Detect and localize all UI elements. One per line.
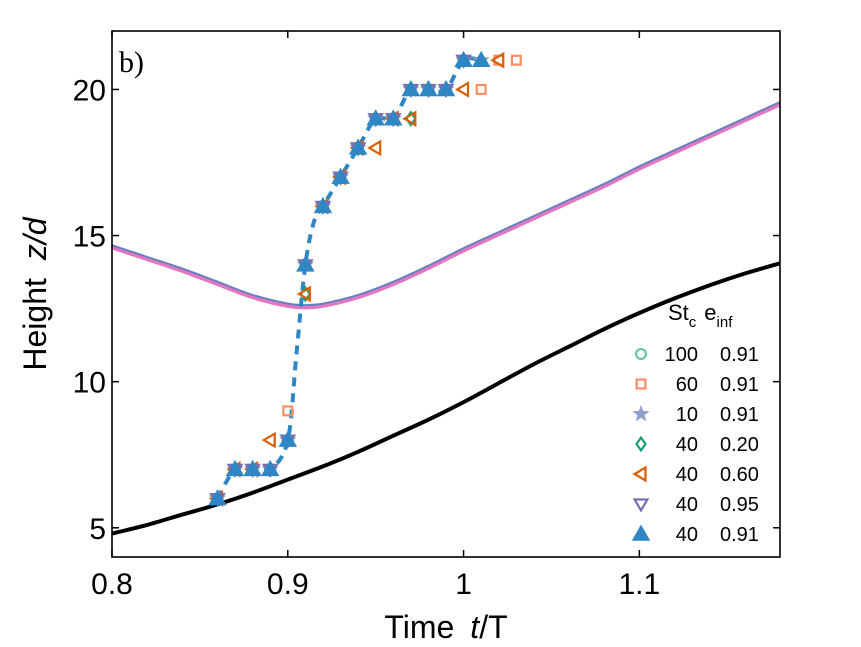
axes-frame [111, 30, 781, 558]
data-point-6-10 [384, 109, 403, 126]
data-point-4-4 [296, 285, 311, 303]
legend-e-3: 0.20 [720, 434, 759, 456]
legend-st-1: 60 [676, 374, 698, 396]
x-tick-label-3: 1.1 [619, 568, 661, 601]
legend-marker-4 [632, 465, 647, 483]
data-point-6-1 [225, 459, 245, 477]
x-tick-label-1: 0.9 [267, 568, 309, 601]
data-point-4-11 [455, 81, 470, 98]
legend-st-5: 40 [676, 494, 698, 516]
x-tick-label-0: 0.8 [91, 568, 133, 601]
data-point-6-5 [296, 255, 315, 272]
legend-st-2: 10 [676, 404, 698, 426]
legend-e-0: 0.91 [720, 344, 759, 366]
legend-header-st: St [668, 300, 689, 325]
x-tick-label-2: 1 [455, 568, 472, 601]
data-point-1-14 [475, 83, 487, 95]
legend: Stc einf 100 0.91 60 0.91 10 0.91 40 0.20 40 0.60 4… [631, 300, 759, 546]
data-point-6-0 [208, 489, 227, 506]
x-axis-label-unit: /T [479, 609, 507, 645]
legend-marker-3 [635, 435, 647, 453]
legend-marker-1 [635, 378, 647, 390]
legend-st-6: 40 [676, 524, 698, 546]
data-point-4-12 [490, 51, 505, 69]
legend-header: Stc einf [668, 300, 733, 331]
panel-label: b) [119, 46, 144, 79]
data-point-6-8 [348, 138, 368, 155]
y-tick-label-2: 15 [73, 221, 106, 254]
series-6 [208, 50, 491, 506]
x-axis-label-var: t [470, 609, 480, 645]
data-point-4-8 [367, 139, 382, 157]
legend-e-2: 0.91 [720, 404, 759, 426]
y-axis-label-var: z/d [17, 216, 53, 261]
y-tick-label-1: 10 [73, 367, 106, 400]
y-tick-label-0: 5 [89, 513, 106, 546]
legend-header-st-sub: c [689, 314, 697, 331]
upper-curve-line-pink [112, 102, 780, 310]
data-point-4-10 [402, 110, 417, 127]
data-point-6-2 [243, 459, 262, 477]
data-point-6-9 [366, 109, 385, 126]
x-axis-label: Time t/T [384, 609, 507, 645]
x-axis-label-word: Time [384, 609, 454, 645]
data-point-6-7 [331, 167, 350, 184]
legend-header-e-sub: inf [717, 314, 734, 331]
data-point-6-6 [313, 196, 333, 214]
legend-marker-0 [634, 347, 648, 361]
legend-st-0: 100 [665, 344, 698, 366]
upper-curve-line-blue [112, 101, 780, 307]
data-point-6-12 [419, 80, 438, 97]
plot-area [112, 50, 780, 536]
data-point-1-16 [510, 54, 522, 66]
plot-content [112, 50, 780, 536]
y-axis-label-word: Height [17, 278, 53, 371]
data-point-6-11 [401, 80, 421, 97]
legend-marker-5 [632, 498, 650, 513]
data-point-4-3 [261, 431, 276, 449]
y-tick-label-3: 20 [73, 74, 106, 107]
legend-header-e: e [704, 300, 716, 325]
legend-e-4: 0.60 [720, 464, 759, 486]
data-point-1-4 [282, 405, 294, 417]
legend-marker-6 [631, 524, 651, 541]
legend-e-6: 0.91 [720, 524, 759, 546]
legend-e-5: 0.95 [720, 494, 759, 516]
legend-e-1: 0.91 [720, 374, 759, 396]
legend-st-4: 40 [676, 464, 698, 486]
data-point-6-3 [260, 459, 280, 477]
y-axis-label: Height z/d [17, 216, 53, 370]
data-point-6-14 [454, 50, 473, 68]
data-point-6-15 [471, 50, 491, 68]
legend-st-3: 40 [676, 434, 698, 456]
legend-marker-2 [632, 404, 650, 422]
data-point-6-4 [278, 430, 298, 447]
data-point-6-13 [436, 80, 456, 97]
